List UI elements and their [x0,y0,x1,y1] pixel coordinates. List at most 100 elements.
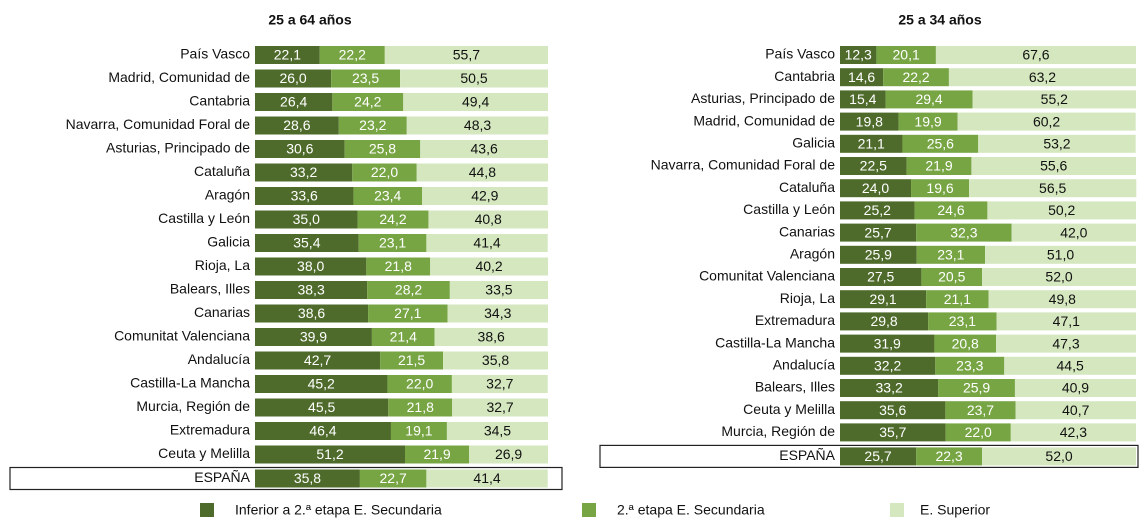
value-label: 32,3 [950,224,977,240]
bar-segment [926,290,989,309]
bar-segment [255,116,339,135]
value-label: 60,2 [1033,113,1060,129]
bar-segment [405,445,470,464]
bar-segment [1014,379,1136,397]
value-label: 49,8 [1049,291,1076,307]
category-label: Castilla-La Mancha [130,375,250,391]
value-label: 21,8 [385,258,412,274]
bar-segment [987,201,1136,220]
value-label: 14,6 [848,69,875,85]
value-label: 55,7 [453,47,480,63]
category-label: ESPAÑA [194,469,250,485]
bar-segment [371,328,435,346]
legend-swatch [890,503,904,517]
bar-segment [255,351,381,370]
value-label: 25,7 [864,448,891,464]
bar-segment [255,234,359,252]
value-label: 44,8 [469,164,496,180]
value-label: 35,0 [293,211,320,227]
bar-segment [840,356,936,375]
bar-segment [426,469,548,488]
bar-segment [416,163,548,182]
category-label: Navarra, Comunidad Foral de [651,157,836,173]
value-label: 55,6 [1040,158,1067,174]
value-label: 52,0 [1045,269,1072,285]
value-label: 47,3 [1052,335,1079,351]
bar-segment [368,304,448,323]
value-label: 51,2 [316,446,343,462]
value-label: 49,4 [462,94,489,110]
value-label: 29,1 [869,291,896,307]
bar-segment [255,422,391,440]
bar-segment [255,445,406,464]
value-label: 23,1 [937,247,964,263]
category-label: País Vasco [180,46,250,62]
bar-segment [988,290,1136,309]
value-label: 35,8 [482,352,509,368]
bar-segment [255,187,354,205]
category-label: Extremadura [170,422,250,438]
value-label: 20,5 [938,269,965,285]
value-label: 45,2 [308,376,335,392]
bar-segment [840,157,907,175]
value-label: 51,0 [1047,247,1074,263]
bar-segment [255,163,353,182]
chart-title: 25 a 34 años [898,12,981,28]
bar-segment [876,46,936,64]
bar-segment [331,69,401,88]
category-label: Cataluña [194,163,250,179]
value-label: 25,8 [369,141,396,157]
bar-segment [255,375,388,393]
bar-segment [928,312,997,331]
bar-segment [971,157,1136,175]
bar-segment [332,93,404,111]
bar-segment [996,312,1136,331]
bar-segment [380,351,444,370]
value-label: 42,9 [471,188,498,204]
bar-segment [969,179,1137,198]
value-label: 25,9 [963,380,990,396]
value-label: 24,2 [379,211,406,227]
value-label: 21,1 [944,291,971,307]
value-label: 63,2 [1029,69,1056,85]
bar-segment [935,46,1136,64]
bar-segment [255,328,372,346]
bar-segment [972,90,1136,109]
value-label: 39,9 [300,329,327,345]
bar-segment [938,379,1015,397]
bar-segment [428,210,548,229]
bar-segment [406,116,549,135]
bar-segment [840,179,912,198]
category-label: Asturias, Principado de [691,90,835,106]
category-label: Andalucía [773,357,835,373]
value-label: 21,8 [407,399,434,415]
bar-segment [995,334,1136,353]
category-label: Castilla y León [158,210,250,226]
value-label: 26,0 [279,70,306,86]
bar-segment [916,223,1012,242]
value-label: 19,1 [405,423,432,439]
value-label: 24,6 [937,202,964,218]
bar-segment [255,93,333,111]
value-label: 35,7 [879,424,906,440]
bar-segment [1004,356,1136,375]
category-label: Cantabria [189,93,250,109]
bar-segment [948,68,1136,87]
value-label: 19,6 [926,180,953,196]
value-label: 25,7 [864,224,891,240]
value-label: 27,5 [867,269,894,285]
value-label: 24,2 [354,94,381,110]
value-label: 32,2 [874,358,901,374]
bar-segment [840,245,917,264]
legend-swatch [582,503,596,517]
value-label: 40,9 [1062,380,1089,396]
bar-segment [255,398,389,417]
category-label: Madrid, Comunidad de [108,69,250,85]
value-label: 29,8 [870,313,897,329]
value-label: 50,5 [460,70,487,86]
category-label: Comunitat Valenciana [699,268,835,284]
bar-segment [840,90,886,109]
bar-segment [840,46,877,64]
bar-segment [982,447,1136,466]
value-label: 41,4 [473,235,500,251]
